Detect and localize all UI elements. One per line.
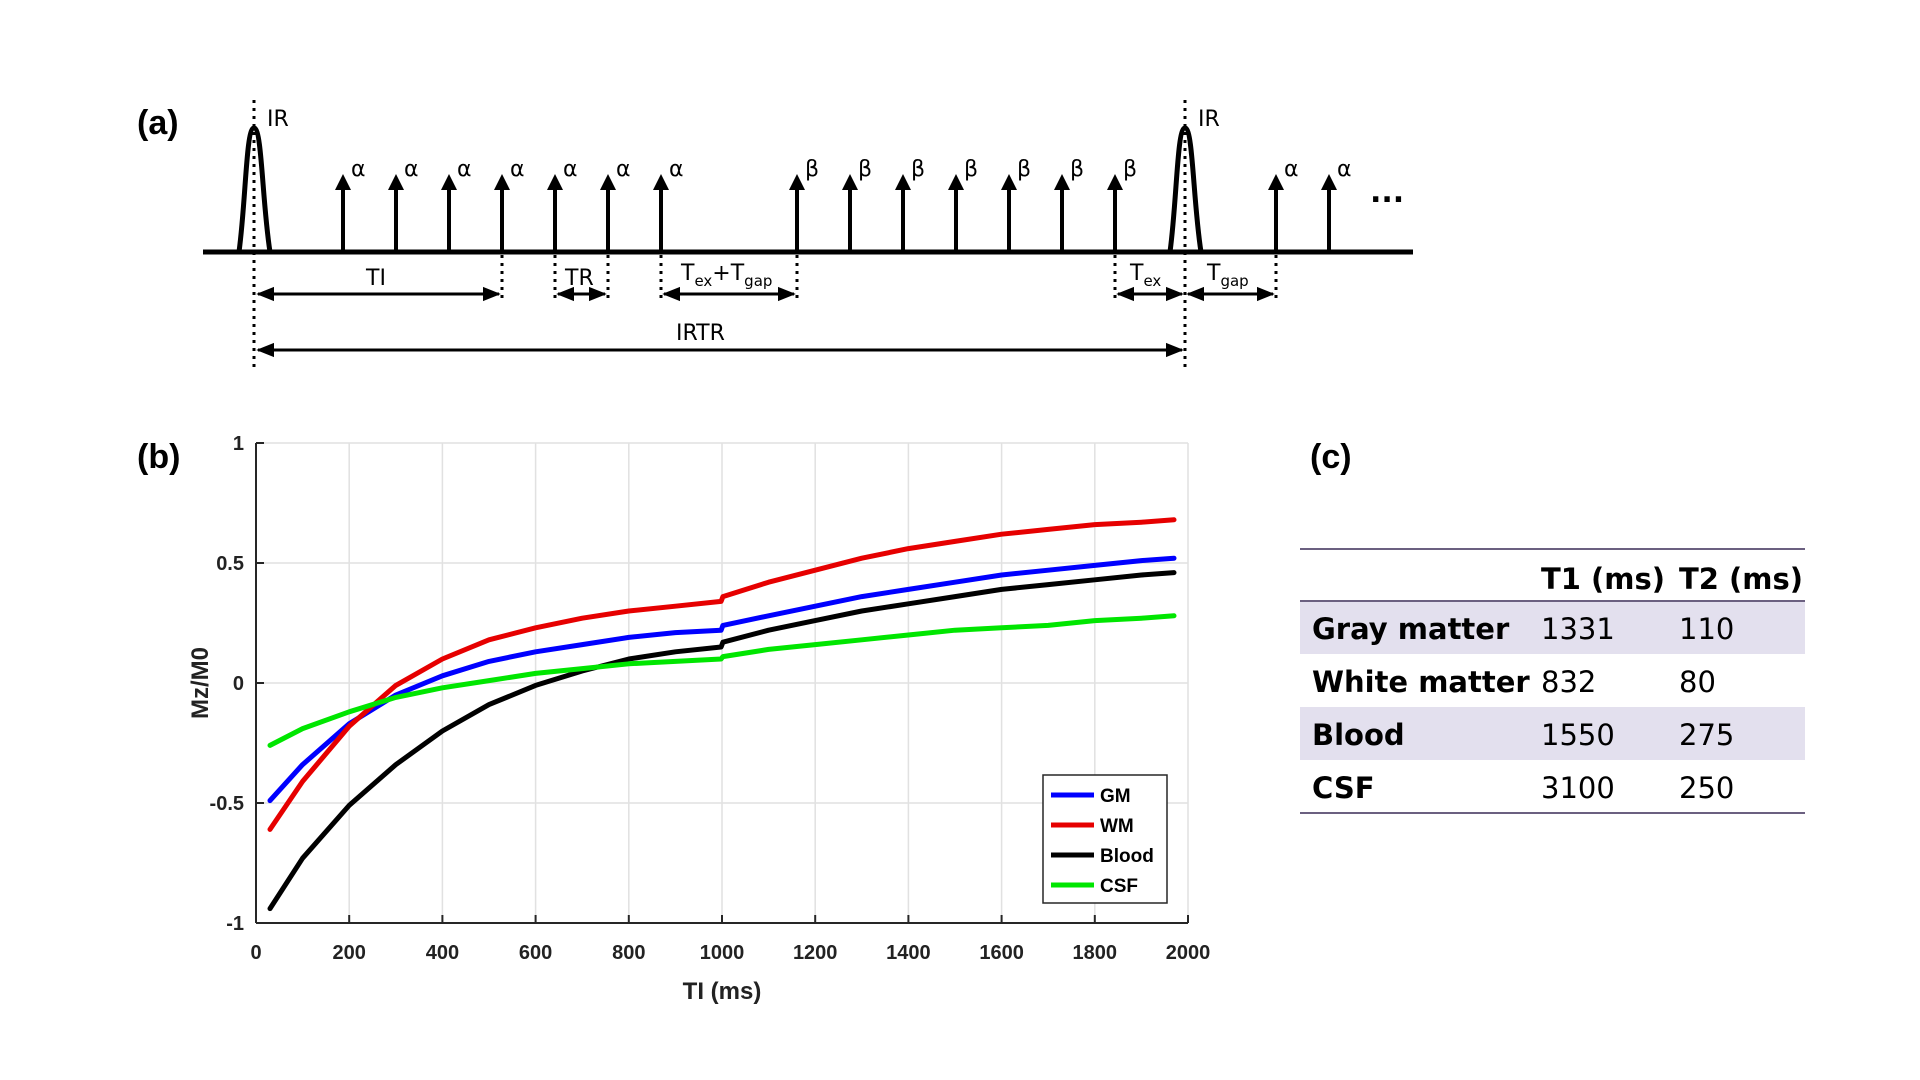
y-tick-label: 0 xyxy=(233,673,244,695)
x-tick-label: 1800 xyxy=(1073,942,1118,964)
table-header-cell: T1 (ms) xyxy=(1541,562,1665,596)
table-row-stripe xyxy=(1300,707,1805,760)
series-line-gm xyxy=(267,555,1177,804)
panel-b-label: (b) xyxy=(137,438,180,476)
series-line-blood xyxy=(267,570,1177,912)
texgap-label: Tex+Tgap xyxy=(680,261,772,290)
x-axis-label: TI (ms) xyxy=(683,978,762,1005)
t2-value: 275 xyxy=(1679,718,1734,752)
table-row: Blood 1550 275 xyxy=(1312,718,1734,752)
tissue-name: Blood xyxy=(1312,718,1405,752)
series-line-wm xyxy=(267,517,1177,832)
ti-label: TI xyxy=(365,266,386,291)
ir-pulse-2 xyxy=(1167,125,1204,253)
panel-b: (b) 0 200 400 600 800 1000 1200 1400 1600 1800 200… xyxy=(137,433,1210,1005)
alpha-pulse-symbol: α xyxy=(404,157,419,182)
tex-label: Tex xyxy=(1129,261,1161,290)
t2-value: 110 xyxy=(1679,612,1734,646)
timing-arrows xyxy=(256,286,1275,358)
tissue-name: Gray matter xyxy=(1312,612,1510,646)
table-row-stripe xyxy=(1300,601,1805,654)
t2-value: 250 xyxy=(1679,771,1734,805)
alpha-pulse-symbol: α xyxy=(510,157,525,182)
tr-label: TR xyxy=(564,266,594,291)
x-tick-label: 400 xyxy=(426,942,459,964)
ir-pulse-1 xyxy=(236,125,273,253)
beta-pulse-symbol: β xyxy=(964,157,978,182)
irtr-label: IRTR xyxy=(676,321,725,346)
ir-label-1: IR xyxy=(267,107,289,132)
x-tick-label: 1400 xyxy=(886,942,931,964)
table-row: White matter 832 80 xyxy=(1312,665,1716,699)
alpha-pulse-symbol: α xyxy=(669,157,684,182)
ellipsis-text: ... xyxy=(1370,175,1404,210)
tissue-table: T1 (ms) T2 (ms) Gray matter 1331 110 White ma… xyxy=(1300,548,1805,814)
panel-c: (c) T1 (ms) T2 (ms) Gray matter 1331 110 Whit… xyxy=(1300,438,1805,814)
alpha-pulse-symbol: α xyxy=(457,157,472,182)
x-tick-label: 1000 xyxy=(700,942,745,964)
y-tick-label: 0.5 xyxy=(216,553,244,575)
tgap-label: Tgap xyxy=(1206,261,1249,290)
legend-label-blood: Blood xyxy=(1100,846,1154,867)
beta-pulse-symbol: β xyxy=(1123,157,1137,182)
y-axis-label: Mz/M0 xyxy=(187,647,214,719)
panel-c-label: (c) xyxy=(1310,438,1352,476)
beta-pulse-symbol: β xyxy=(858,157,872,182)
x-tick-label: 1600 xyxy=(979,942,1024,964)
magnetization-chart: 0 200 400 600 800 1000 1200 1400 1600 1800 2000 -1 -… xyxy=(187,433,1210,1005)
x-tick-label: 0 xyxy=(250,942,261,964)
y-tick-label: -1 xyxy=(226,913,244,935)
x-tick-label: 800 xyxy=(612,942,645,964)
t1-value: 3100 xyxy=(1541,771,1615,805)
t1-value: 1331 xyxy=(1541,612,1615,646)
timing-guides xyxy=(252,100,1278,372)
panel-a-label: (a) xyxy=(137,104,179,142)
x-tick-label: 1200 xyxy=(793,942,838,964)
tissue-name: White matter xyxy=(1312,665,1530,699)
legend-label-csf: CSF xyxy=(1100,876,1138,897)
beta-pulse-symbol: β xyxy=(1017,157,1031,182)
alpha-pulse-next-symbol: α xyxy=(1337,157,1352,182)
legend-label-gm: GM xyxy=(1100,786,1131,807)
alpha-pulse-symbol: α xyxy=(351,157,366,182)
alpha-pulse-symbol: α xyxy=(563,157,578,182)
beta-pulse-symbol: β xyxy=(805,157,819,182)
tissue-name: CSF xyxy=(1312,771,1375,805)
table-row: CSF 3100 250 xyxy=(1312,771,1734,805)
x-tick-label: 600 xyxy=(519,942,552,964)
legend-label-wm: WM xyxy=(1100,816,1134,837)
legend-box xyxy=(1042,774,1168,904)
table-row: Gray matter 1331 110 xyxy=(1312,612,1734,646)
table-header-cell: T2 (ms) xyxy=(1679,562,1803,596)
series-line-csf xyxy=(267,613,1177,748)
chart-legend: GM WM Blood CSF xyxy=(1042,774,1168,904)
x-tick-label: 200 xyxy=(333,942,366,964)
t2-value: 80 xyxy=(1679,665,1716,699)
t1-value: 832 xyxy=(1541,665,1596,699)
alpha-pulse-symbol: α xyxy=(616,157,631,182)
y-tick-label: -0.5 xyxy=(210,793,244,815)
beta-pulse-symbol: β xyxy=(1070,157,1084,182)
t1-value: 1550 xyxy=(1541,718,1615,752)
ir-label-2: IR xyxy=(1198,107,1220,132)
alpha-pulse-next-symbol: α xyxy=(1284,157,1299,182)
y-tick-label: 1 xyxy=(233,433,244,455)
beta-pulse-symbol: β xyxy=(911,157,925,182)
x-tick-label: 2000 xyxy=(1166,942,1211,964)
